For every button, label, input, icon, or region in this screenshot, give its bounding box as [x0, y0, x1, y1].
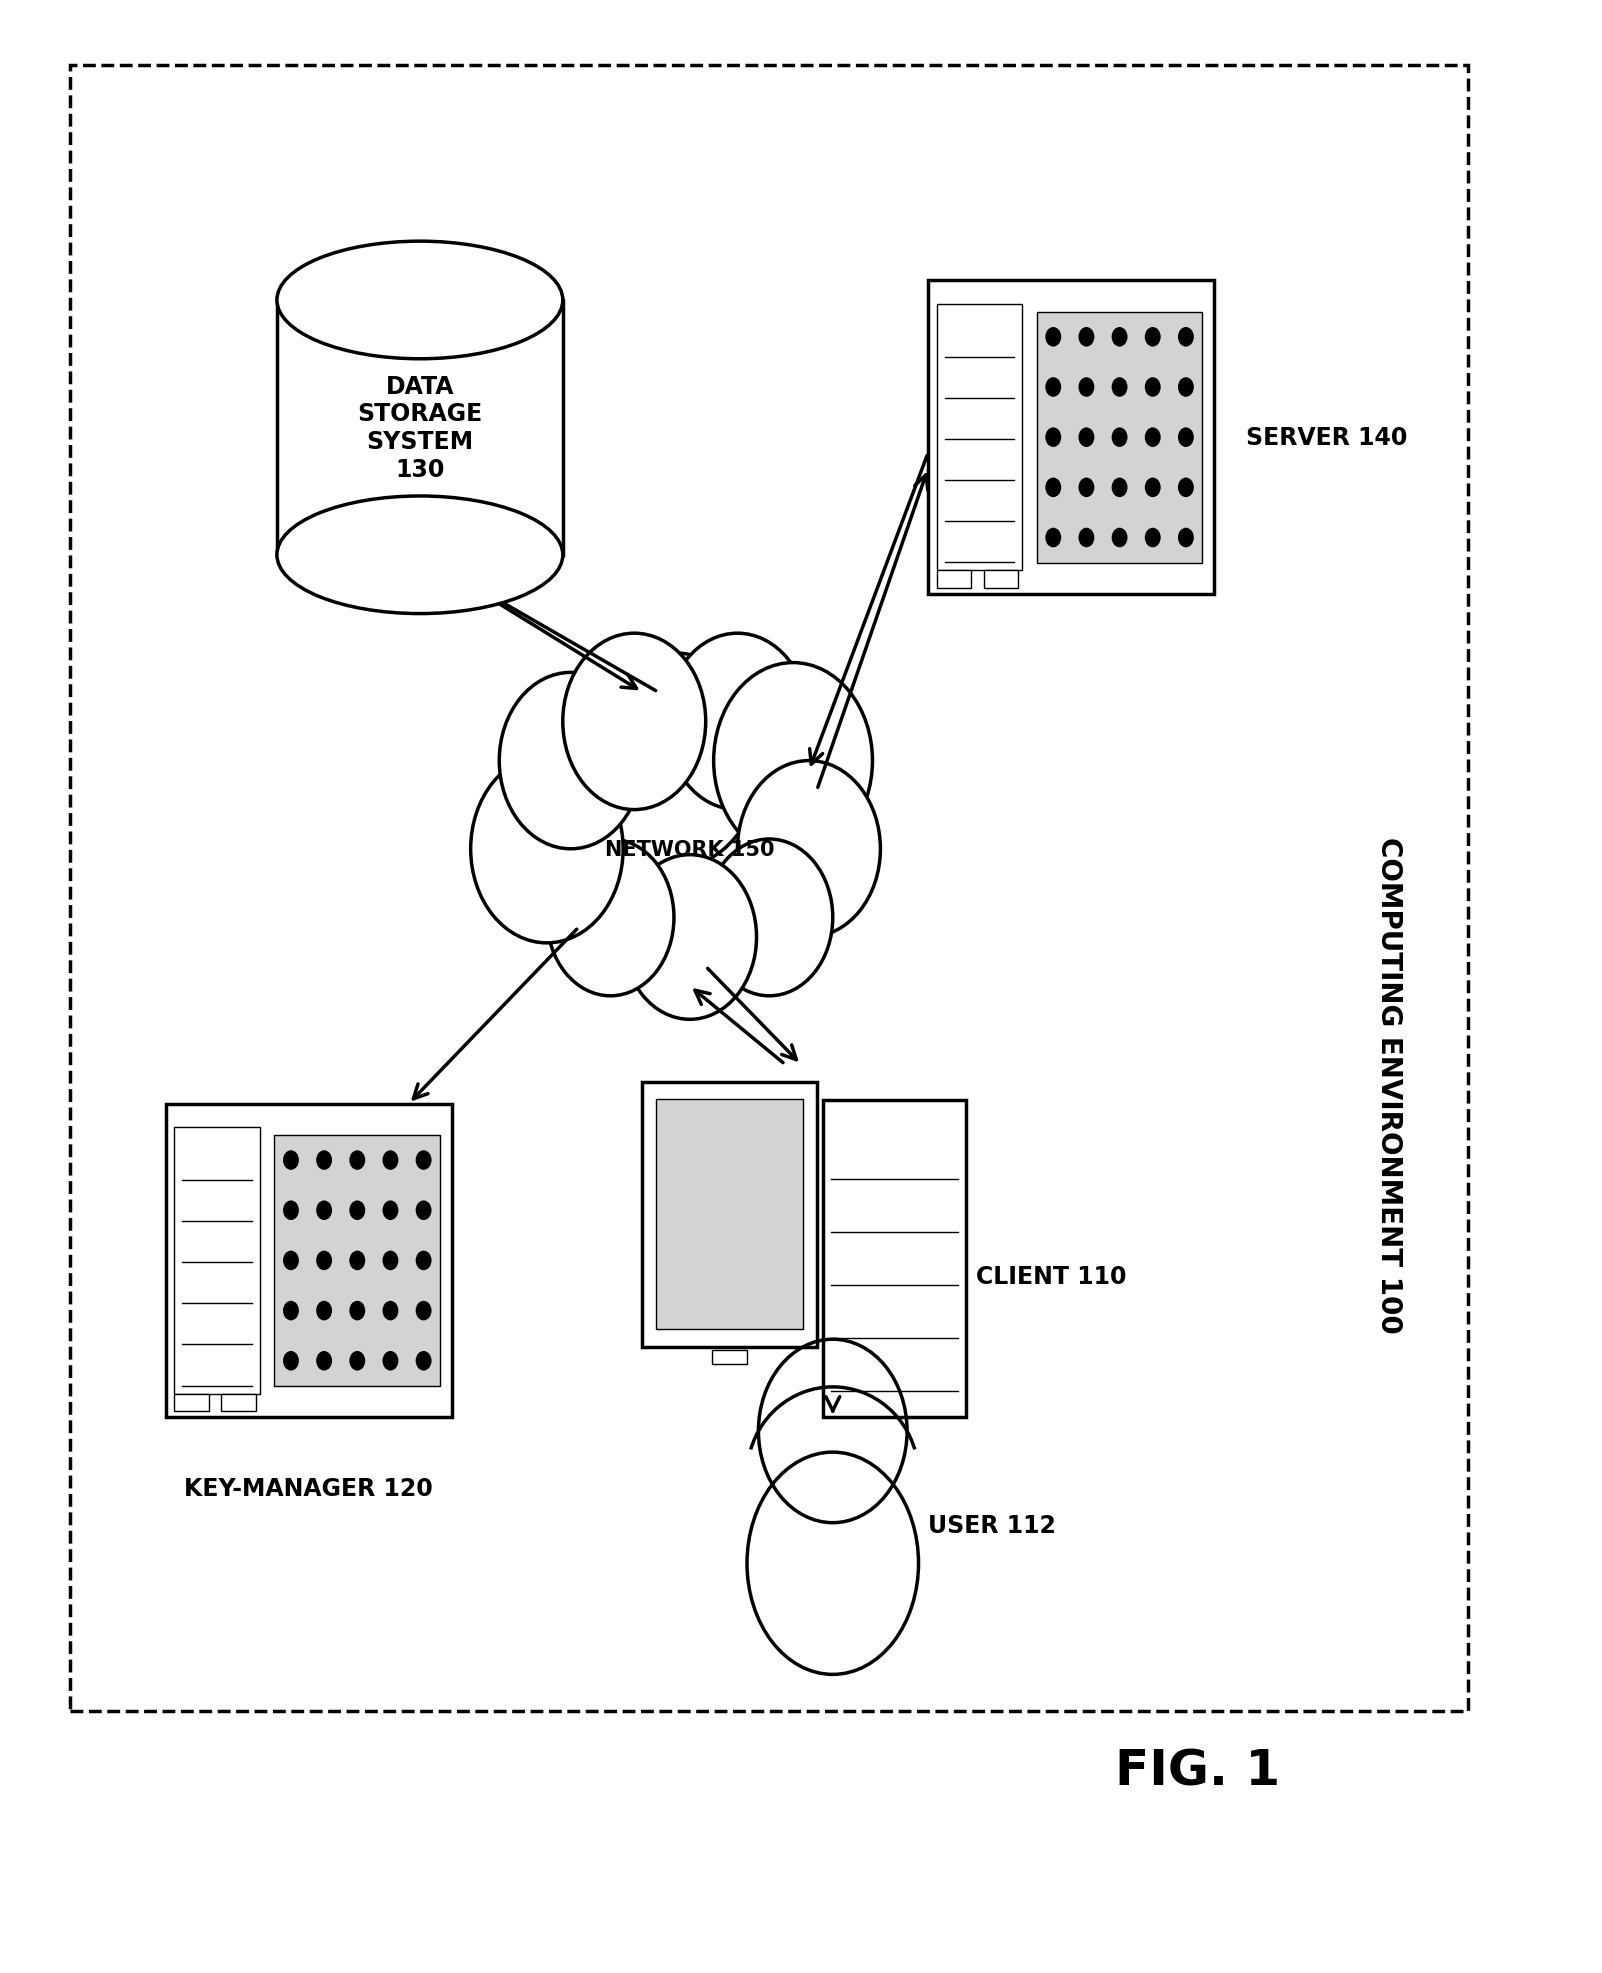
Circle shape	[1112, 477, 1128, 497]
Circle shape	[500, 673, 642, 848]
Circle shape	[706, 840, 833, 996]
Circle shape	[349, 1300, 365, 1320]
Circle shape	[666, 633, 809, 811]
Circle shape	[415, 1150, 431, 1170]
Text: FIG. 1: FIG. 1	[1115, 1746, 1280, 1793]
Circle shape	[349, 1150, 365, 1170]
Ellipse shape	[277, 243, 562, 359]
Text: CLIENT 110: CLIENT 110	[976, 1265, 1126, 1288]
Bar	[70, 65, 1467, 1711]
Circle shape	[1145, 529, 1161, 548]
Circle shape	[383, 1300, 399, 1320]
Circle shape	[316, 1352, 332, 1371]
Bar	[1036, 312, 1203, 564]
Circle shape	[284, 1202, 300, 1221]
Text: SERVER 140: SERVER 140	[1246, 426, 1407, 450]
Circle shape	[1078, 428, 1094, 448]
Circle shape	[1145, 328, 1161, 347]
Circle shape	[1177, 328, 1193, 347]
Circle shape	[1177, 529, 1193, 548]
Circle shape	[383, 1352, 399, 1371]
Circle shape	[316, 1150, 332, 1170]
Circle shape	[623, 854, 756, 1020]
Circle shape	[1177, 379, 1193, 399]
Bar	[937, 570, 971, 588]
Circle shape	[415, 1352, 431, 1371]
Bar	[711, 1350, 747, 1365]
Bar	[657, 1099, 803, 1330]
Circle shape	[737, 762, 881, 937]
Circle shape	[1078, 529, 1094, 548]
Text: USER 112: USER 112	[928, 1513, 1056, 1537]
Bar	[274, 1134, 441, 1387]
Circle shape	[349, 1352, 365, 1371]
Circle shape	[383, 1150, 399, 1170]
Circle shape	[1046, 428, 1061, 448]
Circle shape	[1112, 379, 1128, 399]
Circle shape	[284, 1150, 300, 1170]
Bar	[984, 570, 1019, 588]
Circle shape	[284, 1251, 300, 1271]
Circle shape	[1112, 328, 1128, 347]
Circle shape	[349, 1251, 365, 1271]
Circle shape	[284, 1352, 300, 1371]
Circle shape	[1046, 379, 1061, 399]
Bar	[175, 1127, 260, 1395]
Bar	[165, 1105, 452, 1417]
Bar	[221, 1395, 256, 1411]
Circle shape	[284, 1300, 300, 1320]
Text: NETWORK 150: NETWORK 150	[606, 839, 775, 860]
Circle shape	[316, 1202, 332, 1221]
Circle shape	[1046, 477, 1061, 497]
Circle shape	[562, 633, 706, 811]
Circle shape	[415, 1202, 431, 1221]
Circle shape	[415, 1251, 431, 1271]
Text: COMPUTING ENVIRONMENT 100: COMPUTING ENVIRONMENT 100	[1375, 837, 1403, 1332]
Circle shape	[349, 1202, 365, 1221]
Circle shape	[1145, 428, 1161, 448]
Circle shape	[1078, 328, 1094, 347]
Circle shape	[1046, 328, 1061, 347]
Circle shape	[1078, 477, 1094, 497]
Circle shape	[1177, 477, 1193, 497]
Bar	[175, 1395, 208, 1411]
Circle shape	[586, 653, 761, 868]
Bar	[823, 1101, 966, 1417]
Circle shape	[1177, 428, 1193, 448]
Circle shape	[383, 1251, 399, 1271]
Text: KEY-MANAGER 120: KEY-MANAGER 120	[184, 1476, 433, 1499]
Bar	[937, 304, 1022, 570]
Text: DATA
STORAGE
SYSTEM
130: DATA STORAGE SYSTEM 130	[357, 375, 482, 481]
Circle shape	[1112, 428, 1128, 448]
Bar	[277, 300, 562, 556]
Circle shape	[546, 840, 674, 996]
Circle shape	[1112, 529, 1128, 548]
Circle shape	[1046, 529, 1061, 548]
Circle shape	[1078, 379, 1094, 399]
Ellipse shape	[277, 497, 562, 614]
Circle shape	[383, 1202, 399, 1221]
Bar	[928, 282, 1214, 594]
Circle shape	[316, 1251, 332, 1271]
Circle shape	[471, 756, 623, 943]
Circle shape	[1145, 379, 1161, 399]
Bar	[642, 1083, 817, 1348]
Circle shape	[415, 1300, 431, 1320]
Circle shape	[316, 1300, 332, 1320]
Circle shape	[713, 663, 873, 858]
Circle shape	[1145, 477, 1161, 497]
